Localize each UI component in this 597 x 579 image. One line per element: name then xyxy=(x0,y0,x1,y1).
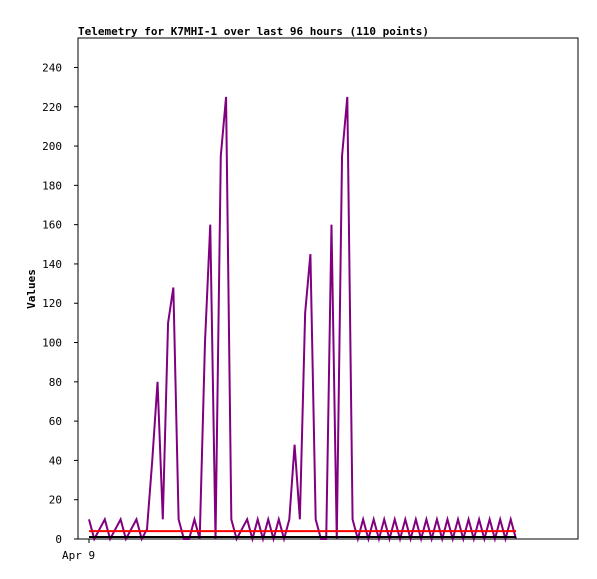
y-tick-label: 240 xyxy=(42,61,62,74)
y-tick-label: 220 xyxy=(42,101,62,114)
y-tick-label: 80 xyxy=(49,376,62,389)
x-axis: Apr 9 xyxy=(62,539,95,562)
y-tick-label: 60 xyxy=(49,415,62,428)
x-tick-label: Apr 9 xyxy=(62,549,95,562)
y-tick-label: 40 xyxy=(49,454,62,467)
y-tick-label: 200 xyxy=(42,140,62,153)
series-line-1 xyxy=(88,96,517,543)
series-group xyxy=(88,96,517,543)
y-axis-label: Values xyxy=(25,269,38,309)
plot-frame xyxy=(77,37,579,540)
y-tick-label: 160 xyxy=(42,219,62,232)
y-tick-label: 0 xyxy=(55,533,62,546)
y-axis: 0 20 40 60 80 100 120 140 160 180 200 220 240 xyxy=(42,61,78,546)
y-tick-label: 180 xyxy=(42,179,62,192)
y-tick-label: 120 xyxy=(42,297,62,310)
y-tick-label: 20 xyxy=(49,494,62,507)
y-tick-label: 100 xyxy=(42,337,62,350)
y-tick-label: 140 xyxy=(42,258,62,271)
chart-title: Telemetry for K7MHI-1 over last 96 hours… xyxy=(78,25,429,38)
